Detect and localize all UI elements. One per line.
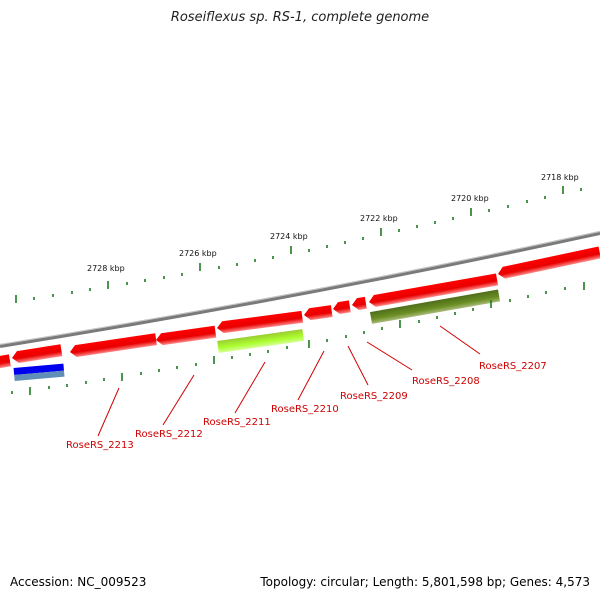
gene-label[interactable]: RoseRS_2212 [135, 429, 203, 440]
steelblue-feature-bar[interactable] [14, 370, 65, 381]
accession-text: Accession: NC_009523 [10, 575, 147, 589]
gene-labels: RoseRS_2207 RoseRS_2208 RoseRS_2209 Rose… [66, 361, 547, 451]
olive-feature-bar[interactable] [369, 289, 501, 324]
label-leader-lines [97, 325, 481, 437]
upper-tick-row [15, 186, 582, 303]
kbp-label: 2720 kbp [451, 194, 489, 203]
gene-label[interactable]: RoseRS_2208 [412, 376, 480, 387]
gene-arrow[interactable] [155, 325, 217, 346]
kbp-label: 2722 kbp [360, 214, 398, 223]
map-title: Roseiflexus sp. RS-1, complete genome [170, 10, 430, 25]
feature-bars [13, 289, 501, 381]
lower-tick-row [11, 282, 585, 395]
genome-backbone [0, 231, 600, 348]
gene-label[interactable]: RoseRS_2213 [66, 440, 134, 451]
gene-arrow[interactable] [368, 273, 499, 308]
gene-label[interactable]: RoseRS_2209 [340, 391, 408, 402]
kbp-label: 2728 kbp [87, 264, 125, 273]
gene-label[interactable]: RoseRS_2207 [479, 361, 547, 372]
kbp-label: 2718 kbp [541, 173, 579, 182]
blue-feature-bar[interactable] [13, 363, 64, 375]
kbp-labels: 2718 kbp 2720 kbp 2722 kbp 2724 kbp 2726… [87, 173, 579, 273]
gene-arrow[interactable] [0, 354, 11, 370]
gene-label[interactable]: RoseRS_2210 [271, 404, 339, 415]
gene-arrow[interactable] [69, 333, 157, 358]
genome-summary-text: Topology: circular; Length: 5,801,598 bp… [260, 575, 590, 589]
gene-label[interactable]: RoseRS_2211 [203, 417, 271, 428]
gene-arrow[interactable] [11, 344, 63, 364]
gene-arrow[interactable] [216, 310, 304, 334]
kbp-label: 2724 kbp [270, 232, 308, 241]
gene-arrow[interactable] [303, 305, 333, 321]
gene-arrow[interactable] [351, 296, 367, 311]
gene-arrow[interactable] [332, 300, 351, 315]
forward-strand-genes [0, 246, 600, 370]
lime-feature-bar[interactable] [217, 329, 304, 353]
genome-backbone-highlight [0, 231, 600, 345]
gene-arrow[interactable] [497, 246, 600, 280]
kbp-label: 2726 kbp [179, 249, 217, 258]
